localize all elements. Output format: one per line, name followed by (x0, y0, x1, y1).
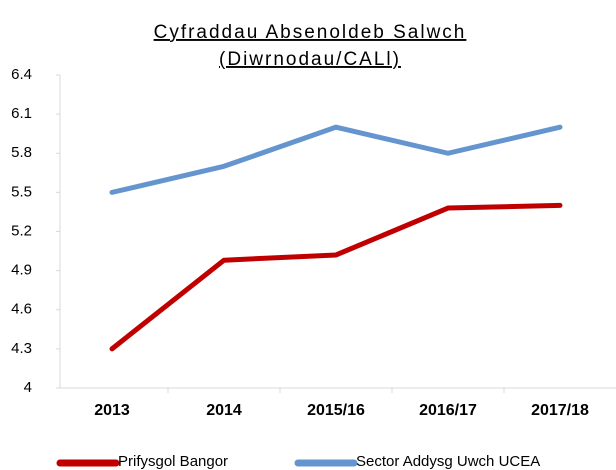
x-tick-label: 2014 (206, 402, 242, 419)
y-tick-label: 4.6 (11, 301, 32, 318)
y-tick-label: 5.8 (11, 144, 32, 161)
series-line (109, 124, 563, 195)
x-tick-label: 2017/18 (531, 402, 589, 419)
chart-title: (Diwrnodau/CALl) (219, 49, 401, 70)
legend-label: Sector Addysg Uwch UCEA (356, 453, 540, 470)
chart-title: Cyfraddau Absenoldeb Salwch (154, 22, 467, 43)
y-tick-label: 4 (24, 379, 32, 396)
y-tick-label: 4.9 (11, 262, 32, 279)
y-tick-label: 4.3 (11, 340, 32, 357)
y-tick-label: 6.1 (11, 105, 32, 122)
y-tick-label: 5.5 (11, 183, 32, 200)
y-tick-label: 6.4 (11, 66, 32, 83)
series-line (109, 202, 563, 352)
y-tick-label: 5.2 (11, 222, 32, 239)
x-tick-label: 2015/16 (307, 402, 365, 419)
legend-label: Prifysgol Bangor (118, 453, 228, 470)
x-tick-label: 2013 (94, 402, 130, 419)
x-tick-label: 2016/17 (419, 402, 477, 419)
